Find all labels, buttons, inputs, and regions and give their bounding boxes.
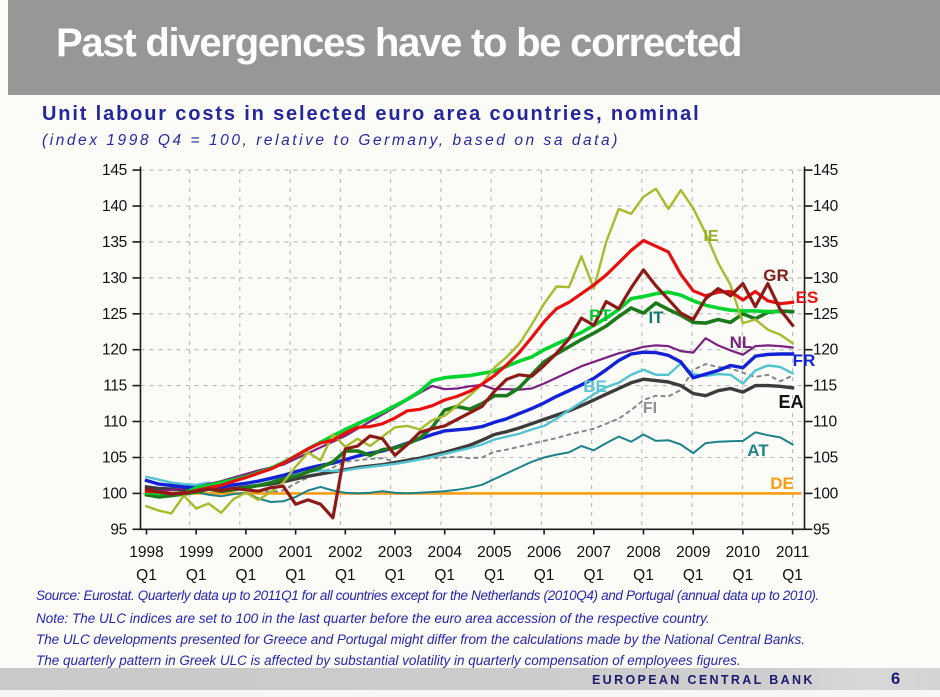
svg-text:2010: 2010 [726, 544, 761, 561]
svg-text:Q1: Q1 [583, 567, 604, 584]
svg-text:2011: 2011 [776, 544, 809, 561]
svg-text:135: 135 [813, 234, 838, 251]
svg-text:Q1: Q1 [633, 567, 654, 584]
svg-text:140: 140 [813, 198, 839, 215]
svg-text:145: 145 [102, 162, 127, 179]
svg-text:GR: GR [763, 266, 789, 285]
svg-text:Q1: Q1 [285, 567, 306, 584]
svg-text:PT: PT [589, 306, 611, 325]
svg-text:125: 125 [813, 306, 838, 323]
svg-text:2003: 2003 [378, 544, 412, 561]
svg-text:115: 115 [103, 378, 127, 395]
svg-text:Q1: Q1 [186, 567, 207, 584]
svg-text:Q1: Q1 [683, 567, 704, 584]
svg-text:100: 100 [813, 485, 839, 502]
svg-text:IT: IT [648, 308, 664, 327]
svg-text:DE: DE [770, 474, 794, 493]
svg-text:135: 135 [102, 234, 127, 251]
svg-text:BE: BE [583, 377, 607, 396]
svg-text:2000: 2000 [229, 544, 264, 561]
svg-text:IE: IE [703, 228, 718, 245]
svg-text:AT: AT [747, 441, 769, 460]
svg-text:95: 95 [110, 521, 127, 538]
svg-text:105: 105 [102, 450, 127, 467]
svg-text:EA: EA [778, 392, 803, 412]
svg-text:130: 130 [813, 270, 839, 287]
svg-text:110: 110 [813, 414, 837, 431]
svg-text:2005: 2005 [477, 544, 511, 561]
svg-text:NL: NL [730, 333, 753, 352]
svg-text:110: 110 [103, 414, 127, 431]
svg-text:ES: ES [796, 288, 819, 307]
svg-text:Q1: Q1 [484, 567, 505, 584]
svg-text:2009: 2009 [676, 544, 710, 561]
svg-text:Q1: Q1 [782, 567, 803, 584]
svg-text:1998: 1998 [129, 544, 163, 561]
svg-text:2004: 2004 [427, 544, 462, 561]
svg-text:130: 130 [102, 270, 128, 287]
svg-text:100: 100 [102, 485, 128, 502]
svg-text:95: 95 [813, 521, 830, 538]
svg-text:120: 120 [813, 342, 839, 359]
svg-text:FR: FR [793, 351, 816, 370]
svg-text:Q1: Q1 [434, 567, 455, 584]
svg-text:140: 140 [102, 198, 128, 215]
svg-text:145: 145 [813, 162, 838, 179]
svg-text:Q1: Q1 [335, 567, 356, 584]
svg-text:120: 120 [102, 342, 128, 359]
svg-text:2007: 2007 [577, 544, 611, 561]
svg-text:Q1: Q1 [385, 567, 406, 584]
svg-text:Q1: Q1 [733, 567, 754, 584]
svg-text:2008: 2008 [626, 544, 660, 561]
svg-text:2006: 2006 [527, 544, 561, 561]
svg-text:FI: FI [643, 400, 657, 417]
svg-text:Q1: Q1 [136, 567, 157, 584]
svg-text:115: 115 [813, 378, 837, 395]
svg-text:125: 125 [102, 306, 127, 323]
svg-text:2002: 2002 [328, 544, 362, 561]
svg-text:Q1: Q1 [236, 567, 257, 584]
svg-text:1999: 1999 [179, 544, 213, 561]
svg-text:105: 105 [813, 450, 838, 467]
svg-text:2001: 2001 [278, 544, 312, 561]
svg-text:Q1: Q1 [534, 567, 555, 584]
